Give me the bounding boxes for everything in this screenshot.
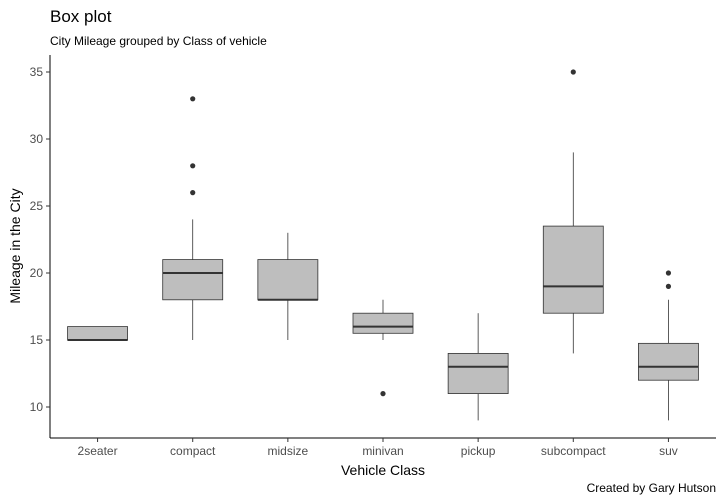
box-subcompact xyxy=(542,225,604,314)
x-tick-label: pickup xyxy=(461,444,496,458)
y-tick-label: 25 xyxy=(30,199,44,213)
outlier-point xyxy=(665,270,672,276)
y-tick-label: 15 xyxy=(30,333,44,347)
x-tick-label: midsize xyxy=(268,444,309,458)
box-minivan xyxy=(352,312,414,334)
box-midsize xyxy=(257,259,319,301)
y-tick-label: 20 xyxy=(30,266,44,280)
box-suv xyxy=(638,342,699,381)
chart-title: Box plot xyxy=(50,7,112,26)
x-axis-title: Vehicle Class xyxy=(341,462,425,478)
x-tick-label: suv xyxy=(659,444,678,458)
plot-panel: 10 15 20 25 30 35 2seater compact midsize minivan… xyxy=(30,55,716,458)
outlier-point xyxy=(665,283,672,289)
x-tick-label: subcompact xyxy=(541,444,606,458)
outlier-point xyxy=(190,163,196,169)
y-tick-label: 35 xyxy=(30,65,44,79)
outlier-point xyxy=(190,190,196,196)
outlier-point xyxy=(570,69,576,75)
x-tick-label: minivan xyxy=(362,444,403,458)
outlier-point xyxy=(380,391,386,397)
box-pickup xyxy=(447,352,509,394)
chart-subtitle: City Mileage grouped by Class of vehicle xyxy=(50,34,267,48)
y-tick-label: 10 xyxy=(30,400,44,414)
y-axis-title: Mileage in the City xyxy=(7,188,23,303)
box-compact xyxy=(162,259,224,301)
x-tick-label: compact xyxy=(170,444,216,458)
x-tick-label: 2seater xyxy=(78,444,118,458)
outlier-point xyxy=(190,96,196,102)
box-2seater xyxy=(67,326,128,341)
chart-caption: Created by Gary Hutson xyxy=(587,481,716,495)
y-tick-label: 30 xyxy=(30,132,44,146)
